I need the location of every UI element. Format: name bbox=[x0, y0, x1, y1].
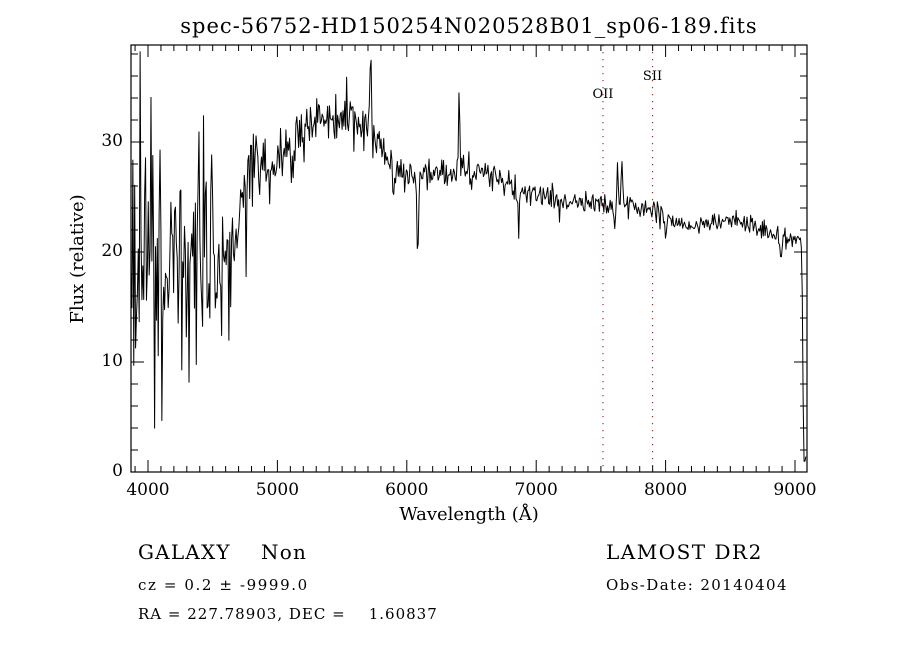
line-label-sii: SII bbox=[643, 69, 662, 84]
y-tick-label-0: 0 bbox=[112, 461, 123, 481]
radec-text: RA = 227.78903, DEC = 1.60837 bbox=[138, 605, 438, 623]
x-tick-label-8000: 8000 bbox=[643, 480, 688, 500]
y-tick-label-10: 10 bbox=[101, 351, 123, 371]
cz-text: cz = 0.2 ± -9999.0 bbox=[138, 576, 309, 594]
plot-title: spec-56752-HD150254N020528B01_sp06-189.f… bbox=[180, 14, 758, 38]
spectrum-line bbox=[130, 51, 807, 462]
x-tick-label-7000: 7000 bbox=[514, 480, 558, 500]
galaxy-class-text: GALAXY Non bbox=[138, 540, 308, 564]
survey-text: LAMOST DR2 bbox=[606, 540, 763, 564]
y-tick-label-30: 30 bbox=[101, 131, 123, 151]
x-tick-label-5000: 5000 bbox=[255, 480, 300, 500]
obs-date-text: Obs-Date: 20140404 bbox=[606, 576, 788, 594]
x-tick-label-6000: 6000 bbox=[385, 480, 429, 500]
y-tick-label-20: 20 bbox=[101, 241, 123, 261]
x-tick-label-9000: 9000 bbox=[773, 480, 817, 500]
x-tick-label-4000: 4000 bbox=[126, 480, 170, 500]
plot-frame bbox=[130, 44, 808, 473]
x-axis-label: Wavelength (Å) bbox=[399, 504, 539, 525]
line-label-oii: OII bbox=[593, 87, 614, 102]
